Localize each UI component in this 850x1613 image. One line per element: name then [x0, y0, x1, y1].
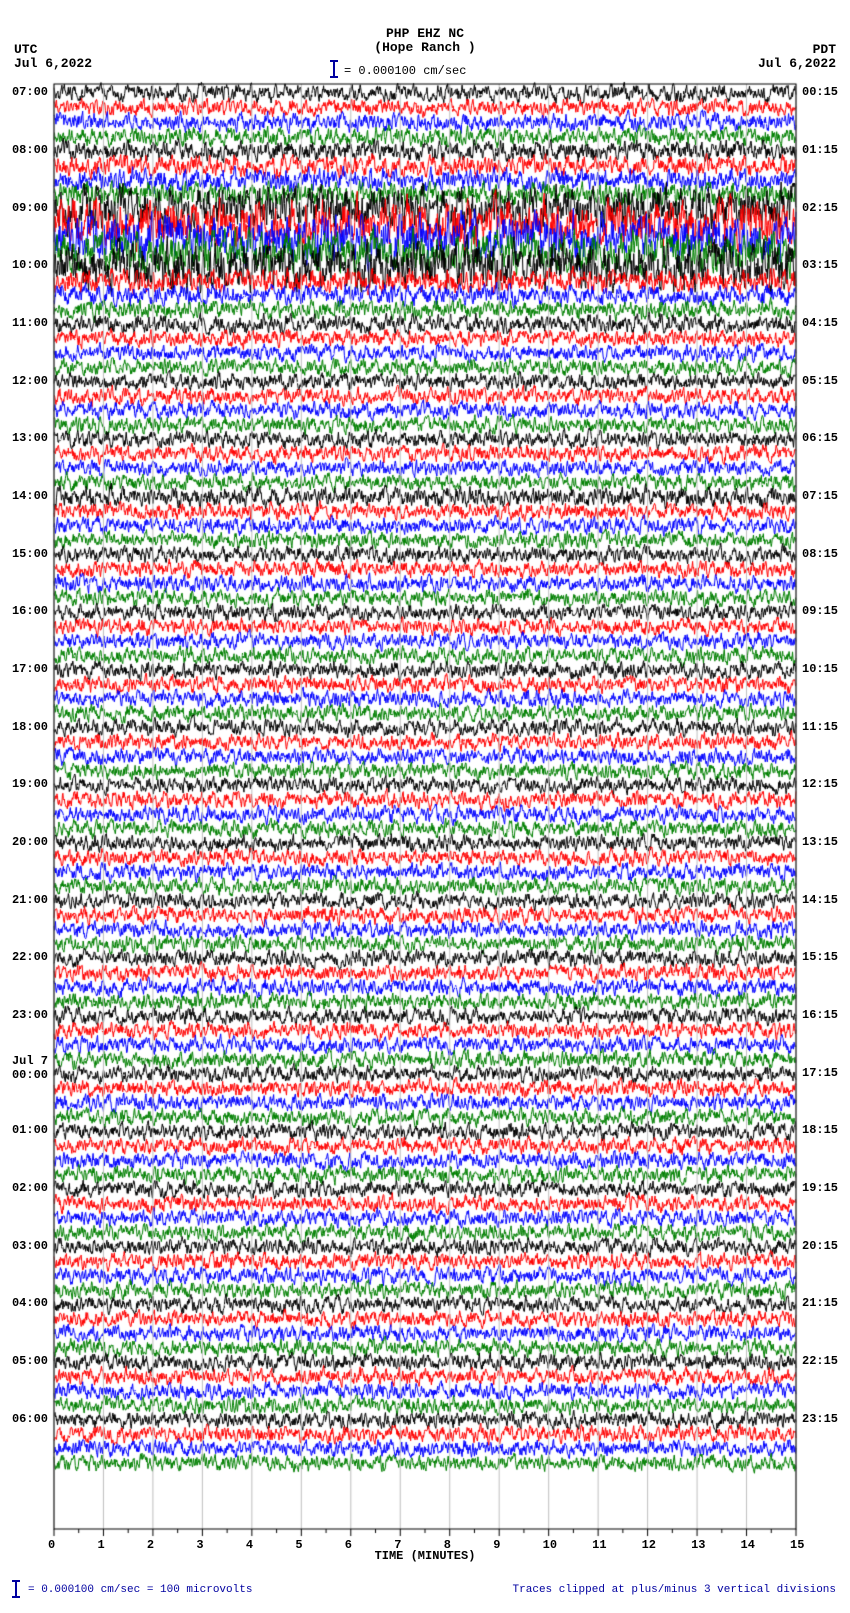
left-time-label: 09:00 — [4, 201, 48, 215]
x-tick-label: 0 — [48, 1538, 55, 1552]
left-time-label: 11:00 — [4, 316, 48, 330]
right-time-label: 04:15 — [802, 316, 838, 330]
left-time-label: 23:00 — [4, 1008, 48, 1022]
right-time-label: 23:15 — [802, 1412, 838, 1426]
x-tick-label: 5 — [295, 1538, 302, 1552]
right-time-label: 02:15 — [802, 201, 838, 215]
right-time-label: 10:15 — [802, 662, 838, 676]
left-time-label: Jul 7 00:00 — [4, 1054, 48, 1082]
right-timezone: PDT — [813, 42, 836, 57]
x-tick-label: 15 — [790, 1538, 804, 1552]
right-time-label: 13:15 — [802, 835, 838, 849]
right-time-label: 21:15 — [802, 1296, 838, 1310]
x-tick-label: 13 — [691, 1538, 705, 1552]
x-tick-label: 12 — [642, 1538, 656, 1552]
scale-bar-icon — [333, 60, 335, 78]
x-tick-label: 9 — [493, 1538, 500, 1552]
left-time-label: 10:00 — [4, 258, 48, 272]
right-time-label: 14:15 — [802, 893, 838, 907]
x-tick-label: 4 — [246, 1538, 253, 1552]
left-time-label: 02:00 — [4, 1181, 48, 1195]
left-time-label: 15:00 — [4, 547, 48, 561]
left-time-label: 12:00 — [4, 374, 48, 388]
left-time-label: 18:00 — [4, 720, 48, 734]
left-time-label: 13:00 — [4, 431, 48, 445]
x-tick-label: 10 — [543, 1538, 557, 1552]
right-time-label: 03:15 — [802, 258, 838, 272]
right-time-label: 11:15 — [802, 720, 838, 734]
helicorder-canvas — [0, 0, 850, 1613]
right-time-label: 08:15 — [802, 547, 838, 561]
x-tick-label: 1 — [97, 1538, 104, 1552]
left-time-label: 14:00 — [4, 489, 48, 503]
scale-text: = 0.000100 cm/sec — [344, 64, 466, 78]
footer-left: = 0.000100 cm/sec = 100 microvolts — [28, 1584, 252, 1596]
left-time-label: 06:00 — [4, 1412, 48, 1426]
left-time-label: 16:00 — [4, 604, 48, 618]
left-time-label: 01:00 — [4, 1123, 48, 1137]
left-time-label: 19:00 — [4, 777, 48, 791]
left-time-label: 21:00 — [4, 893, 48, 907]
x-axis-title: TIME (MINUTES) — [0, 1549, 850, 1563]
right-time-label: 00:15 — [802, 85, 838, 99]
left-time-label: 07:00 — [4, 85, 48, 99]
right-time-label: 09:15 — [802, 604, 838, 618]
left-time-label: 04:00 — [4, 1296, 48, 1310]
station-location: (Hope Ranch ) — [0, 40, 850, 55]
left-time-label: 22:00 — [4, 950, 48, 964]
right-time-label: 01:15 — [802, 143, 838, 157]
x-tick-label: 3 — [196, 1538, 203, 1552]
x-tick-label: 2 — [147, 1538, 154, 1552]
right-time-label: 07:15 — [802, 489, 838, 503]
right-time-label: 16:15 — [802, 1008, 838, 1022]
right-time-label: 06:15 — [802, 431, 838, 445]
x-tick-label: 6 — [345, 1538, 352, 1552]
right-date: Jul 6,2022 — [758, 56, 836, 71]
right-time-label: 12:15 — [802, 777, 838, 791]
right-time-label: 20:15 — [802, 1239, 838, 1253]
right-time-label: 18:15 — [802, 1123, 838, 1137]
right-time-label: 19:15 — [802, 1181, 838, 1195]
right-time-label: 17:15 — [802, 1066, 838, 1080]
x-tick-label: 14 — [741, 1538, 755, 1552]
x-tick-label: 11 — [592, 1538, 606, 1552]
left-timezone: UTC — [14, 42, 37, 57]
x-tick-label: 8 — [444, 1538, 451, 1552]
right-time-label: 15:15 — [802, 950, 838, 964]
x-tick-label: 7 — [394, 1538, 401, 1552]
left-time-label: 20:00 — [4, 835, 48, 849]
left-time-label: 05:00 — [4, 1354, 48, 1368]
right-time-label: 22:15 — [802, 1354, 838, 1368]
left-time-label: 03:00 — [4, 1239, 48, 1253]
footer-right: Traces clipped at plus/minus 3 vertical … — [513, 1584, 836, 1596]
footer-scale-bar-icon — [15, 1580, 17, 1598]
left-date: Jul 6,2022 — [14, 56, 92, 71]
left-time-label: 08:00 — [4, 143, 48, 157]
right-time-label: 05:15 — [802, 374, 838, 388]
left-time-label: 17:00 — [4, 662, 48, 676]
station-code: PHP EHZ NC — [0, 26, 850, 41]
